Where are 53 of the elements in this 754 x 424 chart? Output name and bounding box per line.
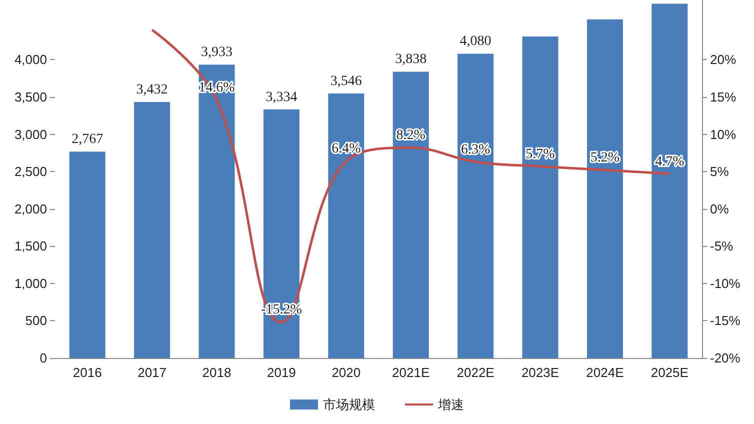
x-tick-label: 2023E [521, 365, 560, 380]
y-tick-label: 2,000 [14, 201, 47, 216]
x-tick-label: 2022E [456, 365, 495, 380]
bar [652, 4, 688, 358]
bar [392, 72, 429, 358]
data-label: 6.4% [332, 142, 362, 157]
y-tick-label: 2,500 [14, 164, 47, 180]
data-label: 3,933 [201, 45, 232, 60]
data-label: 4.7% [655, 154, 685, 170]
bar [134, 102, 170, 358]
y2-tick-label: -10% [710, 276, 741, 291]
data-label: 5.7% [526, 146, 556, 162]
data-label: 4,080 [460, 34, 492, 50]
data-label: 3,838 [395, 52, 427, 68]
y-tick-label: 4,000 [14, 52, 47, 68]
y-tick-label: 3,000 [14, 126, 47, 142]
legend-label: 市场规模 [323, 397, 375, 412]
y-tick-label: 1,000 [14, 276, 47, 291]
data-label: 2,767 [72, 132, 104, 148]
bar [458, 54, 494, 358]
y-tick-label: 3,500 [14, 89, 47, 104]
x-tick-label: 2016 [72, 365, 102, 380]
y2-tick-label: 0% [710, 201, 730, 216]
y2-tick-label: -20% [710, 350, 741, 366]
y2-tick-label: 15% [710, 89, 736, 104]
x-tick-label: 2017 [138, 365, 167, 380]
x-tick-label: 2024E [586, 365, 624, 380]
y2-tick-label: -15% [710, 313, 741, 328]
data-label: 5.2% [590, 150, 620, 166]
y-tick-label: 500 [25, 313, 47, 328]
y-tick-label: 0 [40, 350, 47, 366]
bar [198, 64, 235, 358]
data-label: 3,432 [136, 82, 168, 98]
bar [69, 152, 106, 358]
bar [586, 19, 623, 358]
data-label: 3,546 [330, 74, 362, 90]
data-label: 8.2% [396, 128, 426, 144]
data-label: 3,334 [266, 90, 298, 105]
x-tick-label: 2025E [650, 365, 689, 380]
bar [263, 109, 300, 358]
bar [522, 36, 558, 358]
x-tick-label: 2019 [266, 365, 296, 380]
x-tick-label: 2018 [202, 365, 232, 380]
x-tick-label: 2020 [332, 365, 361, 380]
data-label: 6.3% [460, 142, 490, 158]
y-tick-label: 1,500 [14, 238, 47, 254]
y2-tick-label: -5% [710, 238, 734, 254]
y2-tick-label: 10% [710, 126, 736, 142]
legend-label: 增速 [437, 397, 464, 412]
y2-tick-label: 5% [710, 164, 730, 180]
x-tick-label: 2021E [392, 365, 430, 380]
y2-tick-label: 20% [710, 52, 736, 68]
bar [328, 94, 364, 358]
